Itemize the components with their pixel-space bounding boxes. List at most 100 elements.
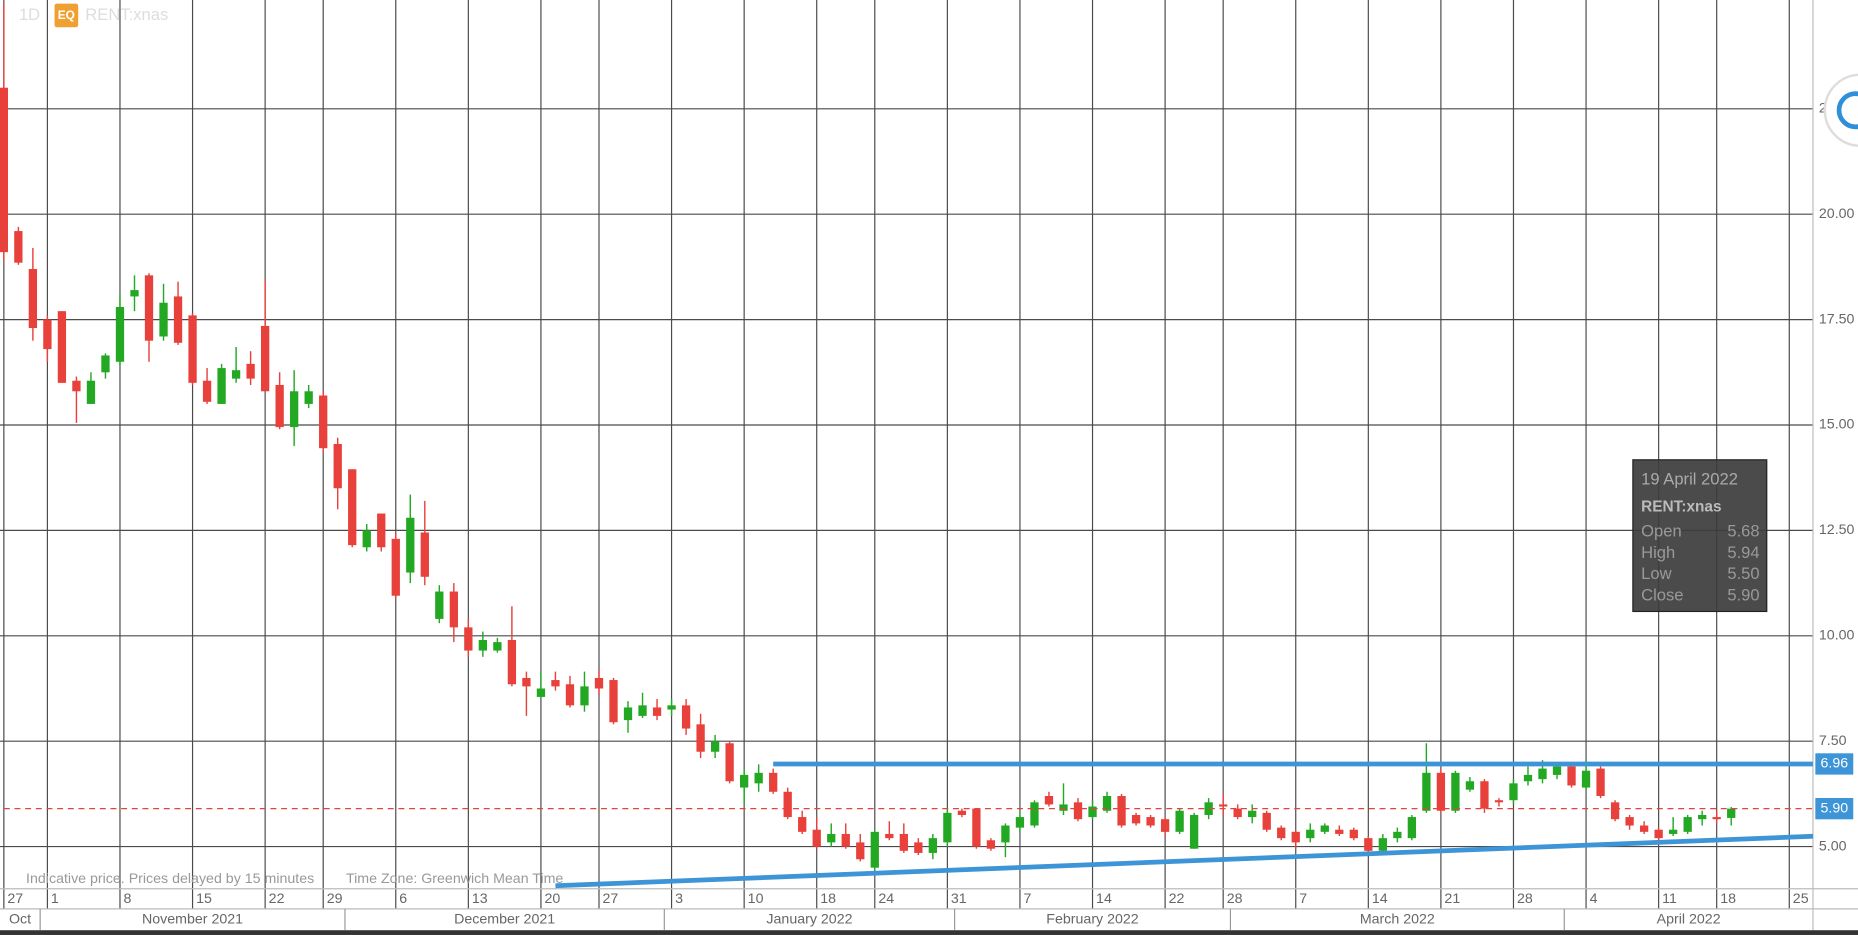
candle-body: [870, 831, 879, 868]
candle-body: [667, 705, 676, 710]
candle-body: [231, 370, 241, 379]
candle-body: [14, 231, 23, 263]
price-badge-label: 5.90: [1820, 800, 1848, 816]
x-tick-label: 11: [1662, 891, 1677, 907]
x-tick-label: 22: [1169, 891, 1185, 907]
candle-body: [507, 640, 517, 685]
tooltip-symbol: RENT:xnas: [1641, 498, 1721, 515]
candle-body: [1117, 795, 1126, 826]
candle-body: [725, 743, 734, 782]
candle-body: [841, 833, 850, 847]
candle-body: [1030, 802, 1039, 826]
candle-body: [1712, 817, 1721, 820]
x-tick-label: 1: [51, 891, 59, 907]
candle-body: [740, 774, 749, 788]
plot-area: [0, 3, 1813, 889]
candle-body: [1262, 812, 1271, 830]
candle-body: [260, 325, 270, 392]
tooltip-label: Low: [1641, 564, 1672, 583]
candle-body: [1204, 802, 1213, 815]
x-tick-label: 6: [399, 891, 407, 907]
candle-body: [1639, 825, 1649, 832]
candle-body: [1727, 808, 1736, 818]
candle-body: [101, 355, 110, 373]
candle-body: [246, 363, 255, 379]
candle-body: [1523, 774, 1533, 782]
candle-body: [1248, 810, 1257, 818]
candle-body: [173, 296, 183, 343]
candle-body: [1175, 810, 1184, 832]
month-label: March 2022: [1360, 911, 1435, 927]
candle-body: [885, 833, 894, 839]
tooltip-value: 5.94: [1727, 543, 1759, 562]
candle-body: [493, 642, 502, 651]
candle-body: [1538, 768, 1547, 780]
candle-body: [1364, 838, 1373, 851]
x-tick-label: 24: [878, 891, 894, 907]
candle-body: [827, 833, 836, 843]
tooltip: 19 April 2022 RENT:xnas Open 5.68 High 5.94…: [1632, 459, 1768, 613]
candle-body: [1146, 817, 1155, 826]
candle-body: [420, 532, 429, 577]
candle-body: [1001, 825, 1010, 843]
x-tick-label: 28: [1227, 891, 1243, 907]
candle-body: [115, 306, 125, 362]
candle-body: [769, 772, 778, 792]
tooltip-value: 5.50: [1727, 564, 1759, 583]
x-tick-label: 7: [1299, 891, 1307, 907]
price-badge: [1815, 753, 1854, 775]
candle-body: [348, 469, 357, 546]
y-tick-label: 12.50: [1819, 522, 1855, 538]
x-tick-label: 13: [472, 891, 488, 907]
candle-body: [1567, 766, 1576, 786]
candle-body: [304, 391, 313, 404]
month-label: January 2022: [766, 911, 852, 927]
tooltip-date: 19 April 2022: [1641, 469, 1738, 488]
y-tick-label: 5.00: [1819, 838, 1847, 854]
candle-body: [1102, 795, 1112, 811]
month-label: Oct: [9, 911, 31, 927]
candle-body: [580, 686, 589, 706]
candle-body: [1349, 829, 1358, 839]
candle-body: [1160, 819, 1170, 832]
tooltip-rows: Open 5.68 High 5.94 Low 5.50 Close 5.90: [1641, 521, 1759, 604]
candle-body: [1494, 800, 1504, 803]
candle-body: [144, 275, 154, 341]
candle-body: [1451, 772, 1460, 811]
candle-body: [1480, 781, 1489, 809]
candle-body: [1581, 770, 1591, 788]
candle-body: [972, 808, 981, 847]
candle-body: [319, 395, 328, 449]
x-tick-label: 14: [1096, 891, 1112, 907]
tooltip-value: 5.90: [1727, 585, 1759, 604]
candle-body: [333, 443, 342, 489]
x-tick-label: 14: [1372, 891, 1388, 907]
candle-body: [1509, 783, 1518, 801]
tooltip-label: Close: [1641, 585, 1683, 604]
x-tick-label: 29: [327, 891, 343, 907]
candle-body: [0, 87, 8, 253]
candle-body: [1698, 814, 1707, 820]
note: Indicative price. Prices delayed by 15 m…: [26, 871, 314, 887]
x-tick-label: 27: [603, 891, 619, 907]
candle-body: [188, 315, 197, 383]
y-tick-label: 10.00: [1819, 628, 1855, 644]
candle-body: [609, 680, 618, 723]
candle-body: [754, 772, 763, 784]
candle-body: [1669, 829, 1678, 834]
candle-body: [1683, 817, 1692, 832]
candle-body: [986, 840, 996, 849]
x-tick-label: 28: [1517, 891, 1533, 907]
trendline: [555, 833, 1813, 889]
candle-body: [812, 829, 821, 847]
tooltip-bg: [1632, 459, 1768, 613]
candle-body: [1654, 829, 1663, 839]
candle-body: [681, 705, 691, 729]
month-label: December 2021: [454, 911, 555, 927]
candle-body: [1436, 772, 1446, 811]
candle-body: [391, 538, 400, 596]
tooltip-label: Open: [1641, 521, 1682, 540]
candle-body: [551, 680, 560, 687]
